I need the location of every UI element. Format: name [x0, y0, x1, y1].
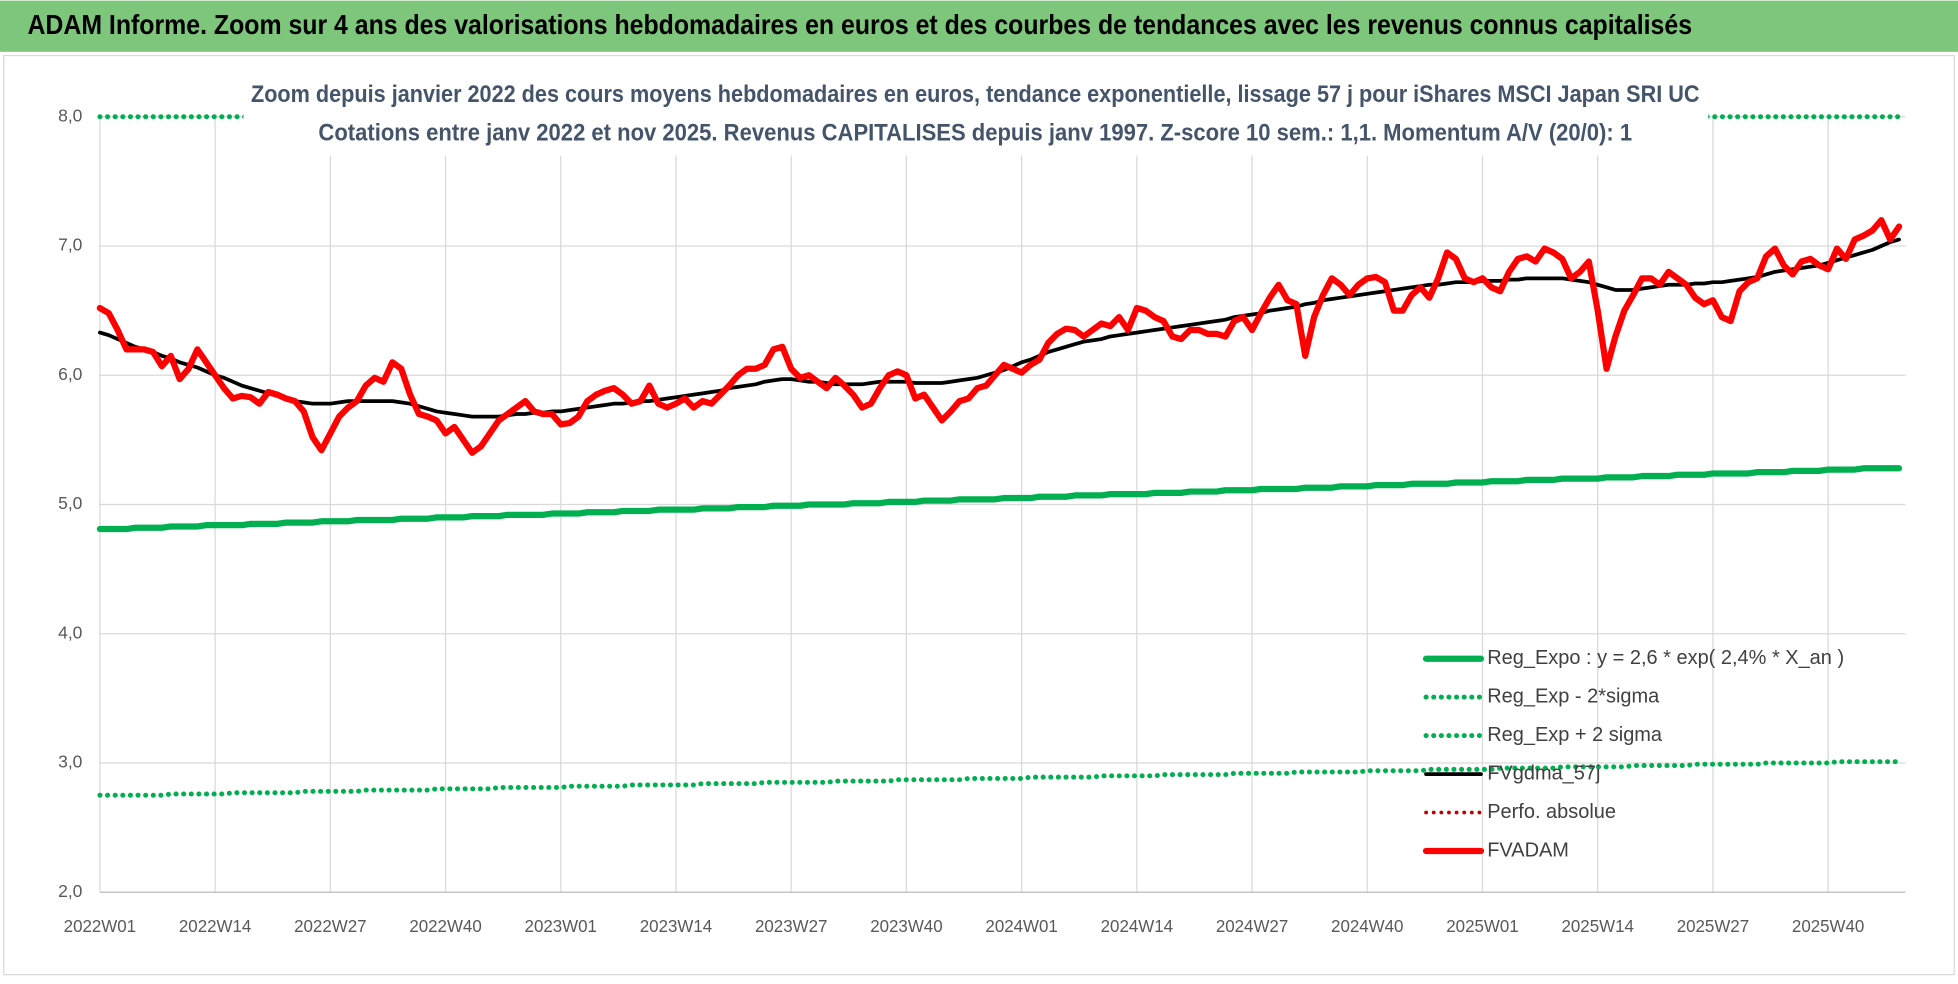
x-tick-label: 2022W01 — [64, 916, 136, 936]
series-line — [96, 217, 1903, 456]
x-tick-label: 2025W40 — [1792, 916, 1865, 936]
grid: 2,0 3,0 4,0 5,0 6,0 7,0 8,0 2022W01 2022W14 2022W… — [58, 105, 1906, 936]
chart-frame — [3, 54, 1955, 976]
series-line — [96, 465, 1903, 533]
chart-title: ADAM Informe. Zoom sur 4 ans des valoris… — [27, 9, 1692, 40]
y-tick-label: 4,0 — [58, 622, 83, 642]
x-tick-label: 2023W14 — [640, 916, 713, 936]
x-tick-label: 2022W27 — [294, 916, 366, 936]
legend-label: Reg_Expo : y = 2,6 * exp( 2,4% * X_an ) — [1487, 647, 1844, 669]
x-tick-label: 2025W14 — [1561, 916, 1634, 936]
legend: Reg_Expo : y = 2,6 * exp( 2,4% * X_an ) R… — [1422, 647, 1844, 861]
legend-label: Reg_Exp + 2 sigma — [1487, 724, 1663, 746]
y-tick-label: 2,0 — [58, 881, 83, 901]
x-tick-label: 2024W14 — [1101, 916, 1174, 936]
x-tick-label: 2023W27 — [755, 916, 827, 936]
y-tick-label: 3,0 — [58, 752, 83, 772]
y-tick-label: 5,0 — [58, 493, 83, 513]
legend-label: Reg_Exp - 2*sigma — [1487, 685, 1660, 707]
x-tick-label: 2024W40 — [1331, 916, 1404, 936]
y-tick-label: 6,0 — [58, 364, 83, 384]
subtitle-box — [243, 73, 1709, 156]
legend-label: FVgdma_57j — [1487, 762, 1600, 784]
legend-label: Perfo. absolue — [1487, 801, 1616, 823]
legend-label: FVADAM — [1487, 839, 1569, 861]
x-tick-label: 2022W14 — [179, 916, 252, 936]
x-tick-label: 2024W27 — [1216, 916, 1288, 936]
x-tick-label: 2023W01 — [525, 916, 597, 936]
y-tick-label: 8,0 — [58, 105, 83, 125]
x-tick-label: 2024W01 — [985, 916, 1057, 936]
x-tick-label: 2025W01 — [1446, 916, 1518, 936]
subtitle: Cotations entre janv 2022 et nov 2025. R… — [318, 121, 1632, 147]
x-tick-label: 2023W40 — [870, 916, 943, 936]
y-tick-label: 7,0 — [58, 235, 83, 255]
title-bar — [0, 0, 1958, 52]
series-line — [97, 759, 1902, 798]
x-tick-label: 2022W40 — [409, 916, 482, 936]
subtitle: Zoom depuis janvier 2022 des cours moyen… — [251, 82, 1700, 108]
x-tick-label: 2025W27 — [1677, 916, 1749, 936]
